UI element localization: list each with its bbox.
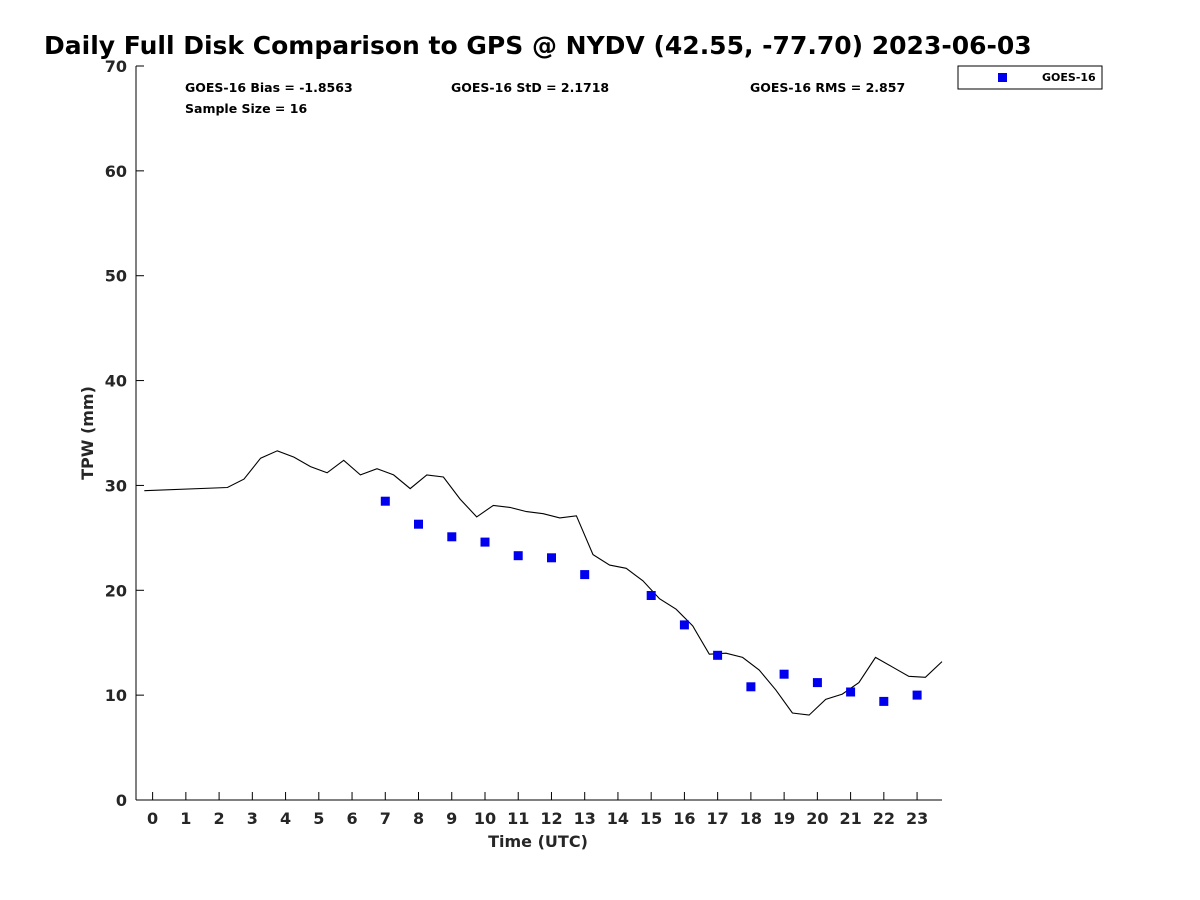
- y-tick-label: 50: [105, 267, 127, 286]
- rms-stat: GOES-16 RMS = 2.857: [750, 80, 905, 95]
- y-tick-label: 40: [105, 372, 127, 391]
- goes16-point: [812, 678, 822, 688]
- y-tick-label: 10: [105, 686, 127, 705]
- x-tick-label: 22: [873, 809, 895, 828]
- gps-line: [144, 450, 943, 716]
- goes16-point: [580, 570, 590, 580]
- x-tick-label: 10: [474, 809, 496, 828]
- y-tick-label: 0: [116, 791, 127, 810]
- legend-box: [957, 65, 1103, 90]
- goes16-point: [912, 690, 922, 700]
- x-tick-label: 17: [707, 809, 729, 828]
- gps-tpw-line: [144, 450, 943, 716]
- goes16-point: [779, 669, 789, 679]
- goes16-point: [513, 551, 523, 561]
- goes16-point: [679, 620, 689, 630]
- x-tick-label: 9: [446, 809, 457, 828]
- goes16-point: [380, 496, 390, 506]
- goes16-point: [480, 537, 490, 547]
- y-axis-label: TPW (mm): [78, 386, 97, 480]
- goes16-point: [547, 553, 556, 563]
- y-tick-label: 30: [105, 476, 127, 495]
- x-tick-label: 7: [380, 809, 391, 828]
- x-axis-label: Time (UTC): [488, 832, 588, 851]
- goes16-point: [447, 532, 457, 542]
- x-tick-label: 2: [214, 809, 225, 828]
- x-tick-label: 15: [640, 809, 662, 828]
- legend-marker: [998, 73, 1007, 82]
- legend-label: GOES-16: [1042, 71, 1096, 84]
- y-tick-label: 70: [105, 57, 127, 76]
- y-tick-label: 60: [105, 162, 127, 181]
- x-tick-label: 6: [346, 809, 357, 828]
- x-tick-label: 1: [180, 809, 191, 828]
- x-tick-label: 16: [673, 809, 695, 828]
- x-tick-label: 14: [607, 809, 629, 828]
- x-tick-label: 5: [313, 809, 324, 828]
- y-tick-label: 20: [105, 581, 127, 600]
- goes16-point: [713, 650, 723, 660]
- x-tick-label: 18: [740, 809, 762, 828]
- x-tick-label: 12: [540, 809, 562, 828]
- x-tick-label: 20: [806, 809, 828, 828]
- goes16-point: [414, 519, 423, 529]
- goes16-points: [380, 496, 922, 706]
- legend: GOES-16: [957, 65, 1103, 90]
- x-tick-label: 23: [906, 809, 928, 828]
- std-stat: GOES-16 StD = 2.1718: [451, 80, 609, 95]
- sample-size-stat: Sample Size = 16: [185, 101, 307, 116]
- goes16-point: [846, 687, 856, 697]
- x-tick-label: 0: [147, 809, 158, 828]
- x-tick-label: 3: [247, 809, 258, 828]
- chart-title: Daily Full Disk Comparison to GPS @ NYDV…: [44, 31, 1032, 60]
- x-tick-label: 13: [574, 809, 596, 828]
- x-tick-label: 8: [413, 809, 424, 828]
- x-tick-label: 4: [280, 809, 291, 828]
- bias-stat: GOES-16 Bias = -1.8563: [185, 80, 353, 95]
- x-tick-label: 11: [507, 809, 529, 828]
- goes16-point: [879, 696, 889, 706]
- goes16-point: [746, 682, 756, 692]
- x-tick-label: 19: [773, 809, 795, 828]
- goes16-point: [646, 591, 656, 600]
- x-tick-label: 21: [839, 809, 861, 828]
